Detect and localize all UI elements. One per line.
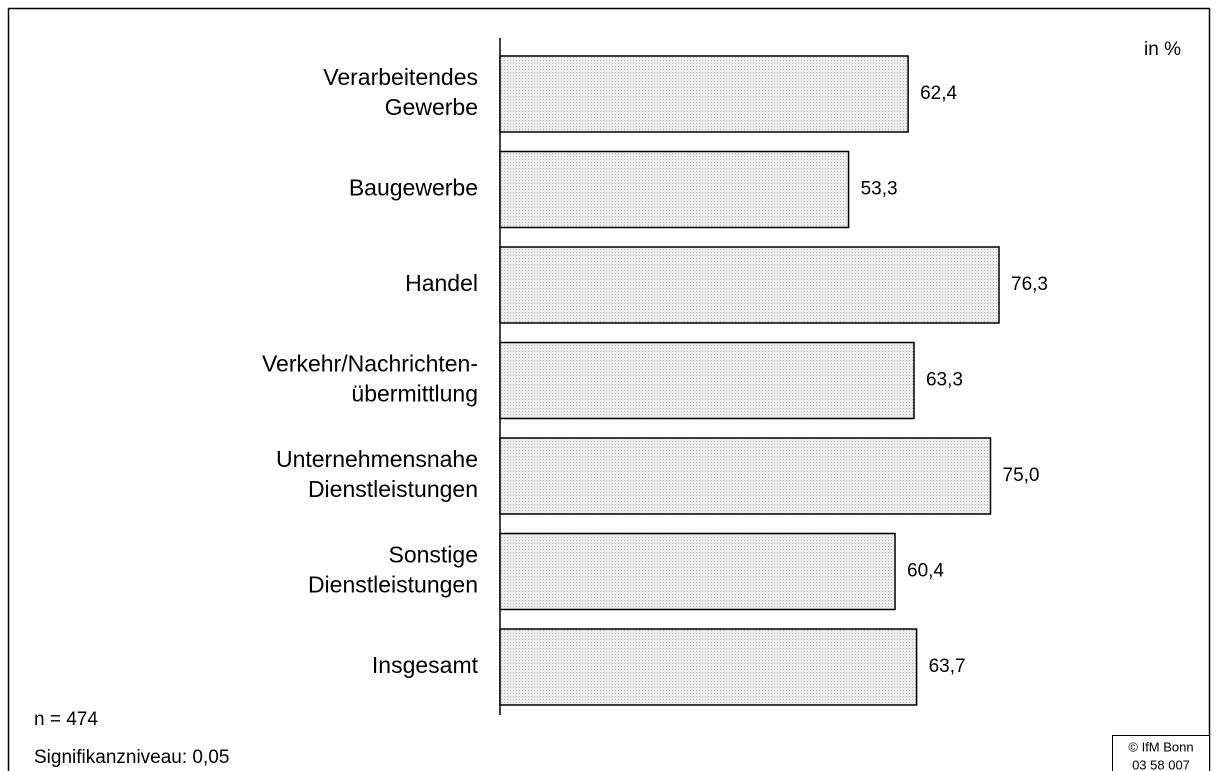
- category-label: Verarbeitendes: [323, 64, 478, 90]
- note: Signifikanzniveau: 0,05: [34, 747, 229, 768]
- value-label: 63,3: [926, 370, 963, 391]
- value-label: 62,4: [920, 83, 957, 104]
- category-label: Unternehmensnahe: [276, 446, 478, 472]
- category-label: übermittlung: [351, 381, 478, 407]
- category-label: Sonstige: [388, 542, 478, 568]
- source: © IfM Bonn: [1128, 739, 1193, 754]
- source-box: [1112, 735, 1210, 771]
- category-label: Baugewerbe: [349, 175, 478, 201]
- category-label: Verkehr/Nachrichten-: [262, 351, 478, 377]
- value-label: 75,0: [1003, 465, 1040, 486]
- frame: [7, 7, 1211, 771]
- value-label: 76,3: [1011, 274, 1048, 295]
- bar: [499, 246, 1000, 324]
- category-label: Dienstleistungen: [308, 476, 478, 502]
- source: 03 58 007: [1132, 757, 1190, 771]
- bar: [499, 341, 915, 420]
- value-label: 53,3: [861, 179, 898, 200]
- category-label: Dienstleistungen: [308, 572, 478, 598]
- value-label: 60,4: [907, 561, 944, 582]
- bar: [499, 532, 896, 611]
- note: n = 474: [34, 709, 98, 730]
- value-label: 63,7: [929, 656, 966, 677]
- bar: [499, 628, 918, 706]
- category-label: Handel: [405, 270, 478, 296]
- unit-label: in %: [1144, 39, 1181, 60]
- bar: [499, 437, 992, 515]
- category-label: Gewerbe: [385, 94, 478, 120]
- category-label: Insgesamt: [372, 652, 479, 678]
- bar: [499, 150, 850, 229]
- bar: [499, 55, 909, 133]
